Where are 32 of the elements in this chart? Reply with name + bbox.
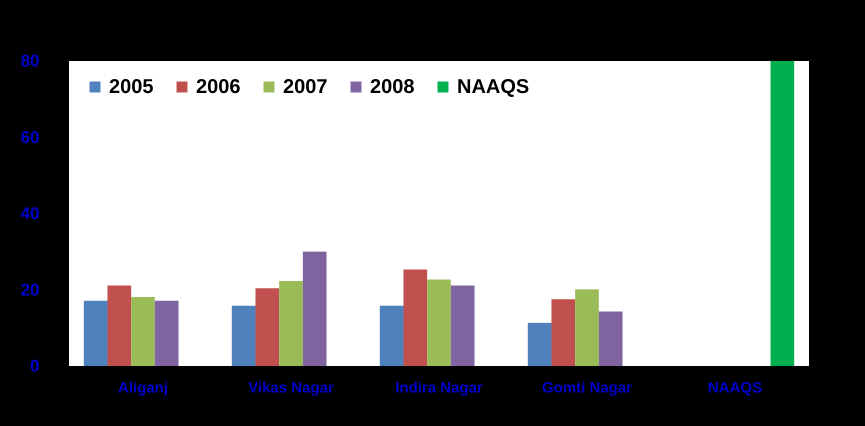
bar: [403, 270, 428, 366]
bar: [255, 288, 280, 366]
x-tick-label: NAAQS: [708, 380, 762, 396]
bar: [107, 286, 132, 366]
y-tick-label: 20: [20, 280, 40, 300]
legend-label: NAAQS: [457, 76, 530, 98]
y-tick-label: 60: [20, 128, 40, 147]
bar: [84, 300, 108, 366]
y-tick-label: 0: [30, 356, 40, 376]
bar: [279, 280, 303, 366]
legend-label: 2006: [196, 76, 240, 98]
bar: [427, 279, 451, 366]
bar: [551, 299, 576, 366]
bar: [450, 286, 475, 366]
legend-label: 2005: [109, 76, 154, 98]
bar: [302, 252, 327, 366]
x-tick-label: Vikas Nagar: [248, 380, 334, 396]
bar: [154, 300, 179, 366]
y-tick-label: 80: [20, 52, 40, 70]
x-tick-label: Gomti Nagar: [542, 380, 632, 396]
x-tick-label: Aliganj: [118, 380, 168, 396]
x-tick-label: Indira Nagar: [395, 380, 483, 396]
bar: [770, 61, 794, 366]
bar: [232, 306, 256, 366]
bar: [380, 306, 404, 366]
bar: [131, 296, 155, 366]
legend-label: 2007: [283, 76, 328, 98]
legend-label: 2008: [370, 76, 414, 98]
bar: [598, 311, 623, 366]
bar: [575, 289, 599, 366]
y-tick-label: 40: [20, 204, 40, 223]
bar: [528, 322, 552, 366]
